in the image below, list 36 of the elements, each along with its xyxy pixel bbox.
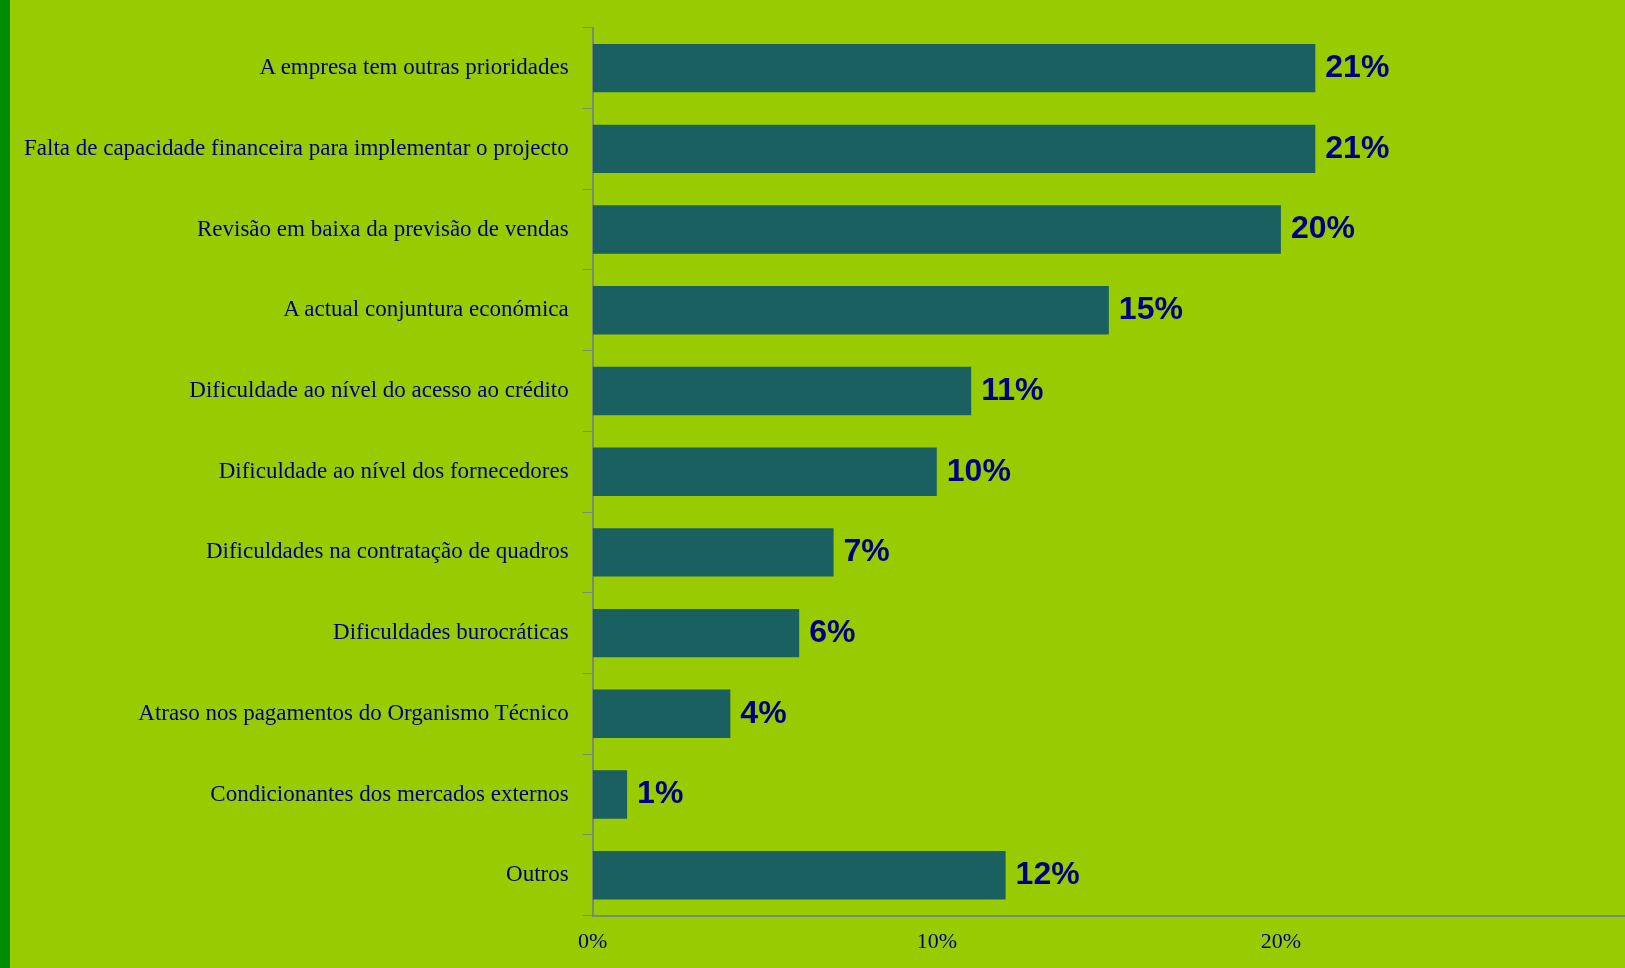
bar bbox=[592, 689, 731, 739]
bar bbox=[592, 124, 1316, 174]
y-tick-label: Dificuldades na contratação de quadros bbox=[205, 538, 569, 564]
y-tick-label: A empresa tem outras prioridades bbox=[259, 54, 569, 80]
x-tick-label: 20% bbox=[1260, 927, 1302, 953]
y-tick-label: Outros bbox=[506, 861, 569, 887]
data-label: 15% bbox=[1118, 290, 1183, 327]
y-tick-label: A actual conjuntura económica bbox=[283, 296, 569, 322]
x-tick-label: 10% bbox=[916, 927, 957, 953]
data-label: 20% bbox=[1290, 209, 1355, 246]
data-label: 11% bbox=[981, 370, 1044, 407]
bar bbox=[592, 608, 800, 658]
data-label: 1% bbox=[637, 774, 684, 811]
data-label: 21% bbox=[1325, 128, 1390, 165]
bar bbox=[592, 447, 937, 496]
data-label: 21% bbox=[1325, 47, 1390, 84]
bar bbox=[592, 528, 834, 577]
y-tick-label: Condicionantes dos mercados externos bbox=[210, 780, 569, 806]
y-tick-label: Dificuldades burocráticas bbox=[333, 619, 569, 645]
x-tick-label: 0% bbox=[578, 927, 608, 953]
bar bbox=[592, 205, 1281, 254]
y-tick-label: Revisão em baixa da previsão de vendas bbox=[196, 215, 569, 241]
bar bbox=[592, 366, 972, 416]
data-label: 12% bbox=[1015, 855, 1080, 892]
data-label: 10% bbox=[946, 451, 1011, 488]
y-tick-label: Dificuldade ao nível do acesso ao crédito bbox=[189, 377, 569, 403]
bar bbox=[592, 43, 1316, 93]
data-label: 7% bbox=[843, 532, 890, 569]
data-label: 4% bbox=[740, 693, 787, 730]
y-tick-label: Falta de capacidade financeira para implementar o projecto bbox=[23, 134, 569, 160]
bar bbox=[592, 851, 1006, 900]
data-label: 6% bbox=[809, 612, 856, 649]
bar bbox=[592, 770, 628, 819]
y-tick-label: Dificuldade ao nível dos fornecedores bbox=[218, 457, 569, 483]
bar bbox=[592, 286, 1109, 335]
y-tick-label: Atraso nos pagamentos do Organismo Técnico bbox=[138, 699, 569, 725]
